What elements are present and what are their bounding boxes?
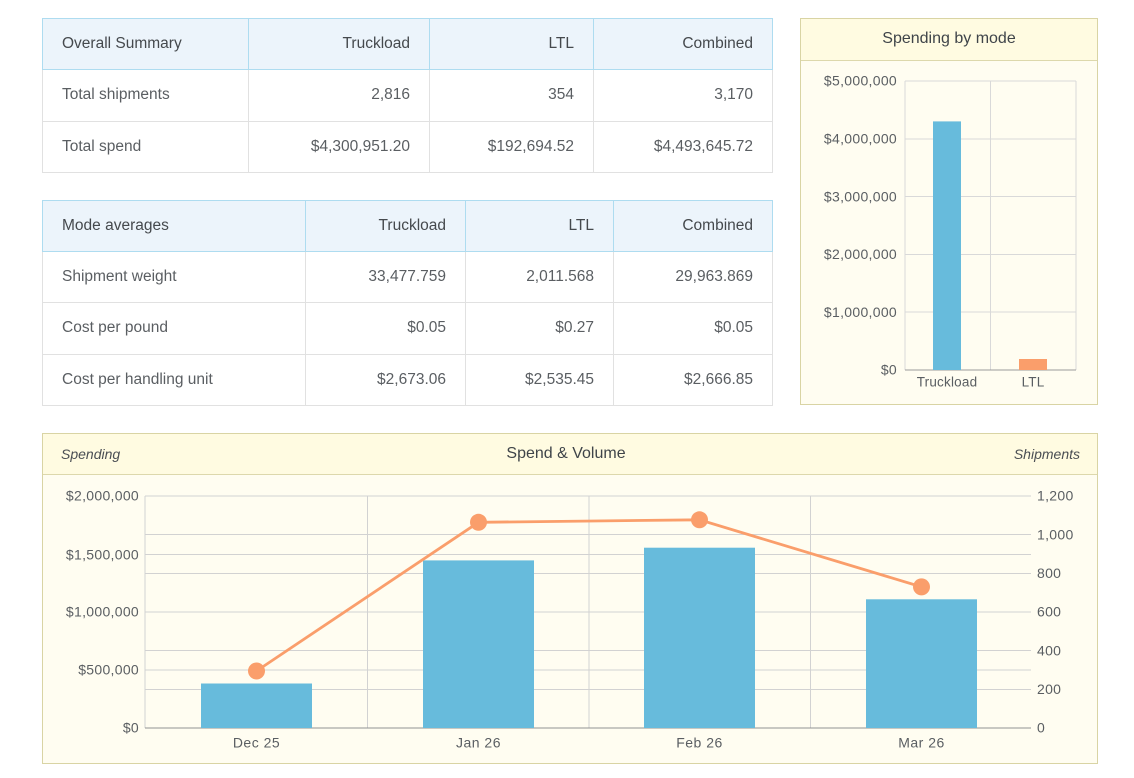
svg-text:Jan 26: Jan 26 — [456, 734, 501, 750]
svg-text:Truckload: Truckload — [917, 374, 978, 389]
svg-text:$0: $0 — [881, 362, 897, 378]
svg-text:600: 600 — [1037, 604, 1061, 620]
svg-text:200: 200 — [1037, 681, 1061, 697]
svg-text:Feb 26: Feb 26 — [676, 734, 723, 750]
svg-text:$3,000,000: $3,000,000 — [824, 188, 897, 204]
svg-text:$2,000,000: $2,000,000 — [66, 488, 139, 504]
svg-text:400: 400 — [1037, 642, 1061, 658]
svg-text:$500,000: $500,000 — [78, 662, 139, 678]
svg-text:$1,000,000: $1,000,000 — [66, 604, 139, 620]
svg-text:$0: $0 — [123, 720, 139, 736]
svg-text:$4,000,000: $4,000,000 — [824, 131, 897, 147]
svg-text:1,000: 1,000 — [1037, 526, 1074, 542]
svg-text:1,200: 1,200 — [1037, 488, 1074, 504]
svg-text:0: 0 — [1037, 720, 1045, 736]
svg-text:800: 800 — [1037, 565, 1061, 581]
svg-text:$5,000,000: $5,000,000 — [824, 73, 897, 89]
svg-text:$1,500,000: $1,500,000 — [66, 546, 139, 562]
svg-text:LTL: LTL — [1022, 374, 1045, 389]
svg-text:$1,000,000: $1,000,000 — [824, 304, 897, 320]
svg-text:Dec 25: Dec 25 — [233, 734, 280, 750]
svg-text:Mar 26: Mar 26 — [898, 734, 945, 750]
svg-text:$2,000,000: $2,000,000 — [824, 246, 897, 262]
